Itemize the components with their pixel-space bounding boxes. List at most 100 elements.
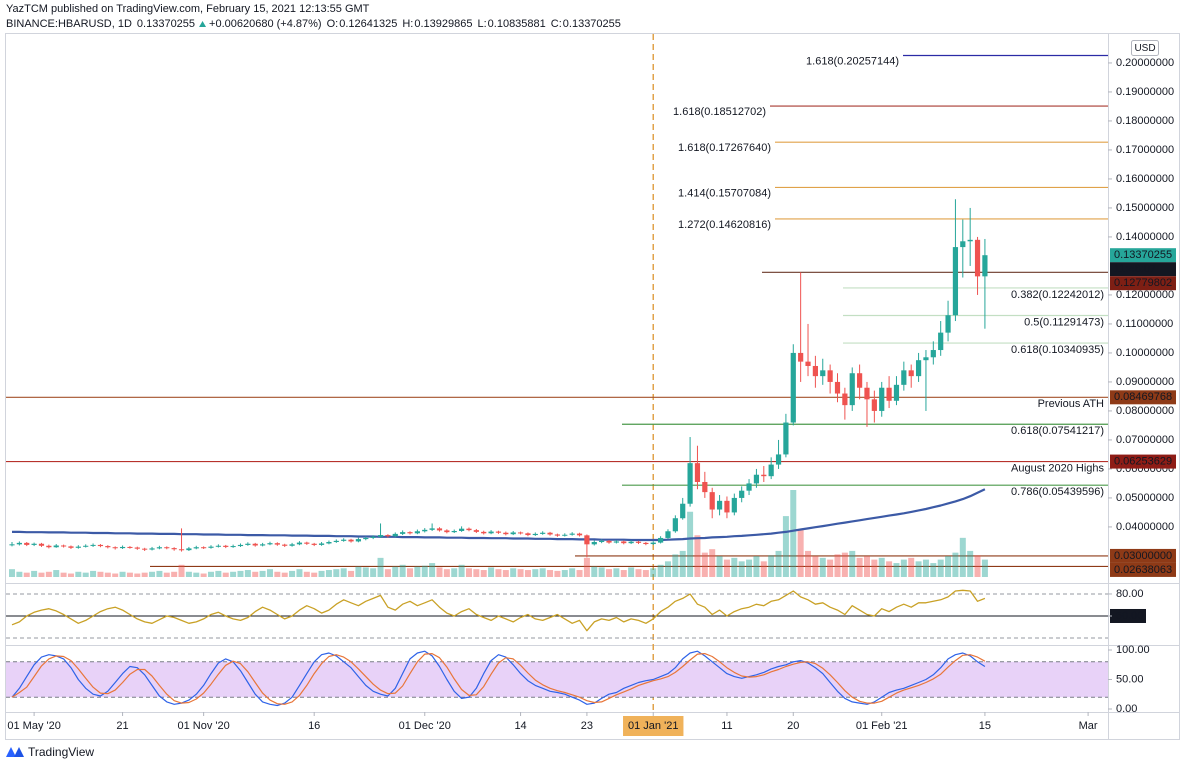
candle-body: [606, 540, 612, 543]
volume-bar: [959, 537, 966, 577]
volume-bar: [488, 567, 495, 577]
volume-bar: [517, 569, 524, 577]
volume-bar: [598, 567, 605, 577]
brand-icon: [14, 747, 24, 757]
currency-button-label[interactable]: USD: [1134, 43, 1155, 54]
candle-body: [886, 387, 892, 401]
volume-bar: [672, 554, 679, 577]
candle-body: [171, 548, 177, 550]
volume-bar: [75, 571, 82, 577]
volume-bar: [370, 568, 377, 577]
volume-bar: [827, 559, 834, 577]
volume-bar: [473, 569, 480, 577]
volume-bar: [289, 570, 296, 577]
currency-button[interactable]: USD: [1131, 40, 1159, 56]
candle-body: [53, 545, 59, 548]
candle-body: [24, 542, 30, 545]
candle-body: [245, 543, 251, 545]
header-item: BINANCE:HBARUSD, 1D: [6, 18, 132, 30]
y-tick-label: 0.09000000: [1116, 376, 1174, 388]
candle-body: [923, 357, 929, 361]
volume-bar: [709, 549, 716, 577]
x-tick-label: 01 Dec '20: [399, 720, 451, 732]
candle-body: [274, 543, 280, 545]
candle-body: [650, 542, 656, 545]
volume-bar: [753, 556, 760, 577]
candle-body: [407, 532, 413, 534]
y-tick-label: 0.17000000: [1116, 144, 1174, 156]
candle-body: [83, 545, 89, 547]
volume-bar: [790, 490, 797, 577]
candle-body: [451, 530, 457, 533]
volume-bar: [547, 570, 554, 577]
header-item: 0.10835881: [488, 18, 546, 30]
volume-bar: [856, 557, 863, 577]
volume-bar: [377, 557, 384, 577]
brand-icon: [6, 747, 16, 757]
volume-bar: [775, 550, 782, 577]
volume-bar: [281, 572, 288, 577]
volume-bar: [31, 570, 38, 577]
brand-logo: TradingView: [6, 745, 94, 759]
volume-bar: [687, 511, 694, 577]
candle-body: [237, 544, 244, 547]
level-label: 1.618(0.17267640): [678, 142, 771, 154]
candle-body: [687, 463, 693, 504]
volume-bar: [606, 569, 613, 577]
currency-button-box[interactable]: [1131, 40, 1159, 56]
volume-bar: [156, 570, 163, 577]
volume-bar: [561, 570, 568, 577]
y-tick-label: 0.15000000: [1116, 202, 1174, 214]
volume-bar: [141, 572, 148, 577]
volume-bar: [694, 535, 701, 577]
volume-bar: [849, 550, 856, 577]
volume-bar: [163, 572, 170, 577]
volume-bar: [104, 572, 111, 577]
candle-body: [591, 542, 597, 545]
candle-body: [805, 361, 811, 366]
volume-bar: [178, 564, 185, 577]
price-axis-box: [1110, 548, 1176, 563]
header-item: O:: [327, 18, 339, 30]
y-tick-label: 0.16000000: [1116, 173, 1174, 185]
candle-body: [790, 352, 796, 423]
candle-body: [665, 531, 671, 538]
candle-body: [709, 492, 715, 510]
candle-body: [635, 541, 642, 543]
chart-frame: [5, 33, 1180, 740]
candle-body: [142, 548, 148, 550]
volume-bar: [362, 567, 369, 577]
candle-body: [348, 539, 354, 542]
brand-name: TradingView: [28, 745, 94, 759]
level-label: 0.382(0.12242012): [1011, 289, 1104, 301]
price-axis-label: 11:46:07: [1114, 263, 1156, 275]
level-label: 0.618(0.10340935): [1011, 344, 1104, 356]
candle-body: [540, 532, 546, 534]
volume-bar: [746, 559, 753, 577]
volume-bar: [908, 557, 915, 577]
stoch-tick-label: 100.00: [1116, 644, 1150, 656]
candle-body: [974, 239, 981, 277]
moving-average-line: [12, 488, 986, 542]
candle-body: [783, 422, 789, 455]
candle-body: [326, 542, 332, 544]
level-label: 1.618(0.20257144): [806, 55, 899, 67]
candle-body: [584, 535, 590, 545]
header-item: H:: [402, 18, 413, 30]
volume-bar: [208, 571, 215, 577]
volume-bar: [399, 564, 406, 577]
candle-body: [827, 370, 833, 382]
volume-bar: [384, 569, 391, 577]
volume-bar: [60, 572, 67, 577]
candle-body: [908, 370, 914, 377]
candle-body: [775, 454, 782, 465]
volume-bar: [126, 572, 133, 577]
y-tick-label: 0.10000000: [1116, 347, 1174, 359]
candle-body: [473, 530, 479, 532]
y-tick-label: 0.14000000: [1116, 231, 1174, 243]
candle-body: [97, 544, 104, 547]
volume-bar: [945, 556, 952, 577]
volume-bar: [805, 550, 812, 577]
volume-bar: [952, 552, 959, 577]
